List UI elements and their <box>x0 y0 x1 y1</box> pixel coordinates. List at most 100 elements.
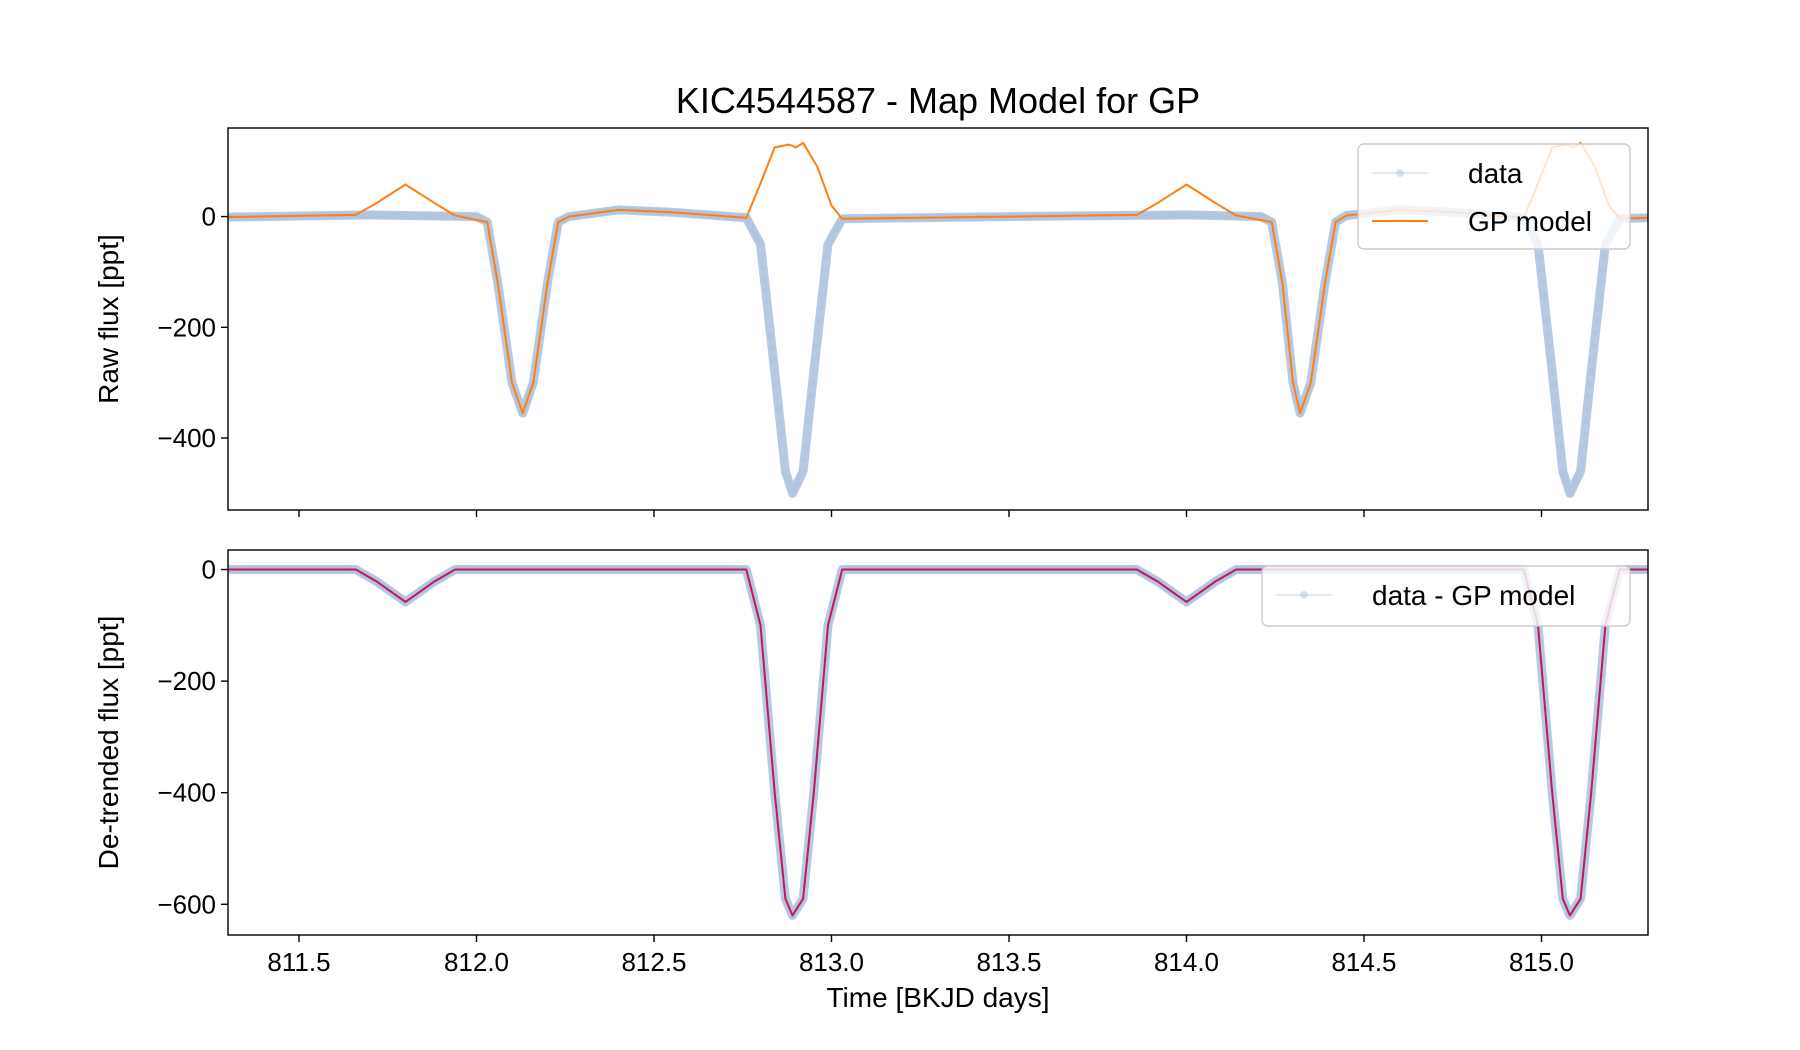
data-point <box>820 279 827 286</box>
data-point <box>819 292 826 299</box>
data-point <box>806 405 813 413</box>
data-point <box>1550 380 1557 388</box>
data-point <box>775 405 782 413</box>
data-point <box>1554 418 1561 425</box>
data-point <box>1590 342 1598 350</box>
x-tick-label: 812.5 <box>621 947 686 977</box>
data-point <box>1592 330 1599 337</box>
data-point <box>761 275 768 283</box>
data-point <box>765 310 772 317</box>
data-point <box>779 443 786 450</box>
y-tick-label: 0 <box>202 555 216 585</box>
data-point <box>1584 405 1591 413</box>
data-point <box>805 418 812 425</box>
data-point <box>763 298 771 306</box>
data-point <box>816 317 823 324</box>
data-point <box>1544 330 1552 337</box>
data-point <box>780 455 788 462</box>
data-point <box>757 241 764 248</box>
data-point <box>759 264 767 271</box>
y-axis-label: De-trended flux [ppt] <box>93 616 124 870</box>
data-point <box>802 443 809 450</box>
data-point <box>778 430 785 438</box>
legend-box <box>1357 143 1631 250</box>
data-point <box>1599 266 1606 273</box>
series-line-trend <box>228 568 1648 917</box>
data-point <box>1596 292 1603 299</box>
data-point <box>1580 443 1587 450</box>
y-axis-label: Raw flux [ppt] <box>93 234 124 404</box>
data-point <box>823 253 830 261</box>
data-point <box>1541 304 1549 312</box>
data-point <box>810 368 817 375</box>
legend-1: data - GP model <box>1261 565 1631 627</box>
data-point <box>776 418 784 425</box>
data-point <box>1551 393 1559 400</box>
data-point <box>1595 304 1602 312</box>
data-point <box>762 287 769 294</box>
data-point <box>1543 317 1550 324</box>
data-point <box>1585 393 1592 400</box>
data-point <box>1581 430 1588 438</box>
x-axis-label: Time [BKJD days] <box>826 982 1049 1013</box>
data-point <box>1549 368 1556 375</box>
data-point <box>771 368 778 375</box>
data-point <box>1555 430 1563 438</box>
legend-label-data-gp-model: data - GP model <box>1372 580 1575 611</box>
data-point <box>1552 405 1560 413</box>
y-tick-label: −400 <box>157 778 216 808</box>
data-point <box>807 393 815 400</box>
data-point <box>1540 292 1547 299</box>
data-point <box>1582 418 1590 425</box>
data-point <box>1558 455 1565 462</box>
x-tick-label: 812.0 <box>444 947 509 977</box>
legend-box <box>1261 565 1631 627</box>
data-point <box>1588 368 1595 375</box>
legend-marker-data-gp-model <box>1300 591 1308 599</box>
y-tick-label: −600 <box>157 889 216 919</box>
x-tick-label: 814.5 <box>1331 947 1396 977</box>
data-point <box>801 455 808 462</box>
data-point <box>1556 443 1564 450</box>
data-point <box>813 342 820 350</box>
data-point <box>1577 468 1584 475</box>
raw-flux-panel: 0 −200 −400 Raw flux [ppt] data GP model <box>93 127 1649 517</box>
axes-frame-1 <box>227 549 1649 936</box>
data-point <box>774 393 781 400</box>
data-point <box>809 380 816 388</box>
data-point <box>766 322 773 329</box>
data-point <box>1536 253 1543 261</box>
legend-marker-data <box>1396 169 1404 177</box>
data-point <box>767 333 774 341</box>
data-point <box>799 468 807 475</box>
data-point <box>1586 380 1594 388</box>
data-point <box>821 266 829 273</box>
legend-label-data: data <box>1468 158 1523 189</box>
data-point <box>1600 253 1608 261</box>
legend-0: data GP model <box>1357 143 1631 250</box>
y-tick-label: 0 <box>202 202 216 232</box>
data-point <box>770 356 777 364</box>
x-tick-label: 811.5 <box>267 947 330 977</box>
data-point <box>803 430 811 438</box>
x-tick-label: 813.0 <box>799 947 864 977</box>
y-tick-label: −200 <box>157 312 216 342</box>
x-tick-label: 813.5 <box>976 947 1041 977</box>
data-point <box>1593 317 1601 324</box>
axes-frame-0 <box>227 127 1649 511</box>
data-point <box>1578 455 1586 462</box>
data-point <box>814 330 822 337</box>
detrended-flux-panel: 0 −200 −400 −600 811.5 812.0 812.5 813.0 813.5 81… <box>93 549 1649 977</box>
data-point <box>1589 355 1596 363</box>
y-tick-label: −200 <box>157 666 216 696</box>
y-tick-label: −400 <box>157 423 216 453</box>
data-point <box>1597 279 1605 286</box>
x-tick-label: 815.0 <box>1509 947 1574 977</box>
data-point <box>1537 266 1545 273</box>
data-point <box>772 380 780 388</box>
data-point <box>758 252 765 259</box>
data-point <box>1546 342 1553 350</box>
x-tick-label: 814.0 <box>1154 947 1219 977</box>
data-point <box>768 345 776 352</box>
